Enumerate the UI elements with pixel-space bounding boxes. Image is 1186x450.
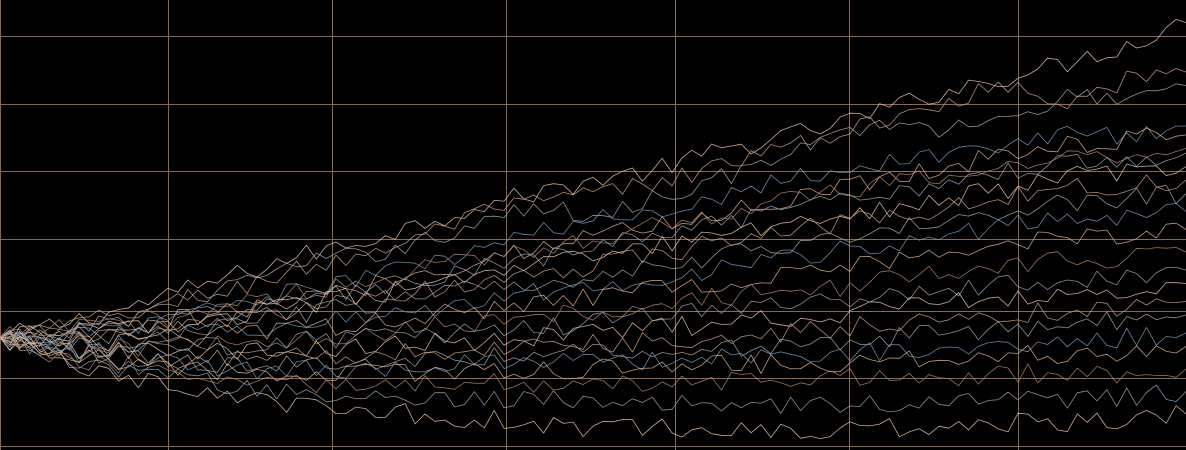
series-line <box>0 68 1186 340</box>
series-line <box>0 282 1186 360</box>
series-line <box>0 331 1186 382</box>
series-line <box>0 266 1186 357</box>
series-line <box>0 337 1186 414</box>
series-line <box>0 311 1186 373</box>
series-line <box>0 247 1186 357</box>
series-line <box>0 152 1186 348</box>
series-line <box>0 203 1186 352</box>
series-line <box>0 174 1186 347</box>
series-line <box>0 298 1186 369</box>
series-line <box>0 163 1186 346</box>
series-line <box>0 327 1186 380</box>
series-line <box>0 19 1186 338</box>
series-line <box>0 222 1186 355</box>
series-line <box>0 125 1186 344</box>
series-line <box>0 148 1186 338</box>
series-line <box>0 127 1186 348</box>
series-layer <box>0 19 1186 439</box>
series-line <box>0 184 1186 345</box>
series-line <box>0 335 1186 439</box>
series-line <box>0 331 1186 393</box>
series-line <box>0 83 1186 339</box>
